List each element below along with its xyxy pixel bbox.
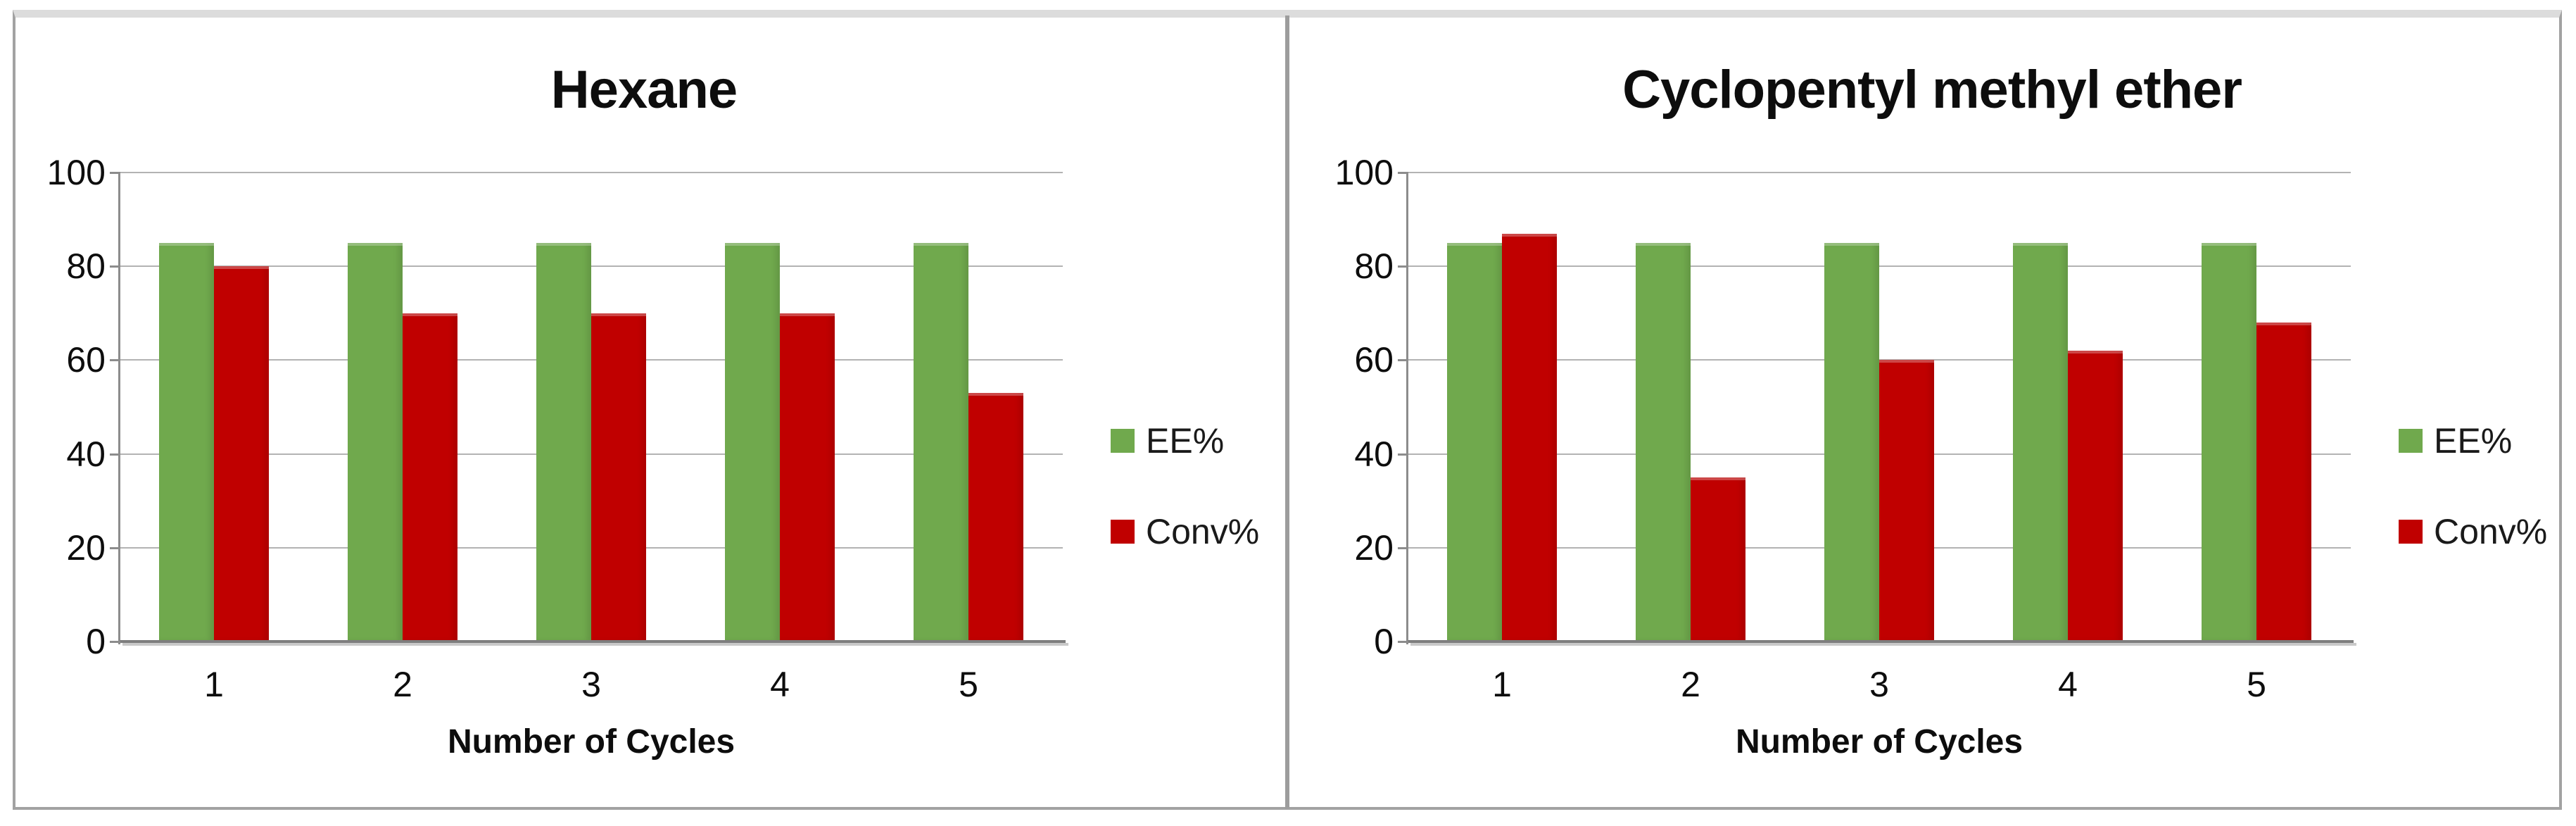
bar-conv-cycle-4 (780, 313, 835, 642)
bar-ee-cycle-5 (914, 242, 968, 642)
x-axis-tick-label: 3 (1869, 665, 1889, 704)
y-axis-tick-mark (1398, 641, 1408, 643)
bar-ee-cycle-4 (725, 242, 780, 642)
y-axis-tick-mark (1398, 453, 1408, 456)
ee-legend-swatch-icon (2399, 429, 2423, 453)
y-axis-tick-label: 60 (1354, 340, 1394, 380)
legend-label: EE% (1146, 421, 1225, 461)
y-axis-tick-mark (110, 359, 120, 362)
bar-ee-cycle-3 (536, 242, 591, 642)
y-axis-tick-mark (110, 641, 120, 643)
x-axis-tick-label: 2 (393, 665, 412, 704)
y-axis-tick-mark (1398, 172, 1408, 174)
conv-legend-swatch-icon (2399, 520, 2423, 544)
panel-divider (1285, 15, 1289, 808)
chart-title: Cyclopentyl methyl ether (1622, 60, 2242, 120)
y-axis-tick-mark (110, 265, 120, 268)
gridline (120, 265, 1063, 268)
y-axis-tick-label: 60 (66, 340, 106, 380)
plot-area (120, 172, 1063, 642)
y-axis-line (1406, 173, 1408, 644)
bar-ee-cycle-1 (1447, 242, 1502, 642)
x-axis-tick-label: 4 (2058, 665, 2078, 704)
legend-label: Conv% (1146, 512, 1260, 551)
x-axis-tick-label: 3 (581, 665, 601, 704)
legend-item-ee: EE% (1111, 421, 1224, 461)
y-axis-tick-label: 20 (66, 527, 106, 568)
y-axis-tick-mark (1398, 546, 1408, 549)
legend-item-conv: Conv% (2399, 512, 2547, 551)
x-axis-tick-label: 2 (1681, 665, 1700, 704)
y-axis-tick-label: 100 (1334, 153, 1394, 192)
x-axis-tick-label: 4 (770, 665, 790, 704)
y-axis-tick-label: 40 (1354, 434, 1394, 474)
gridline (1408, 172, 2351, 173)
y-axis-tick-label: 80 (66, 246, 106, 287)
x-axis-line (120, 640, 1066, 643)
chart-title: Hexane (550, 60, 738, 120)
x-axis-shadow (1410, 643, 2356, 646)
bar-ee-cycle-2 (348, 242, 403, 642)
y-axis-tick-mark (110, 546, 120, 549)
bar-conv-cycle-1 (214, 266, 269, 642)
bar-conv-cycle-2 (403, 313, 457, 642)
y-axis-tick-mark (110, 172, 120, 174)
gridline (120, 172, 1063, 173)
y-axis-tick-mark (110, 453, 120, 456)
legend: EE% Conv% (2399, 0, 2575, 826)
bar-ee-cycle-1 (159, 242, 214, 642)
y-axis-tick-mark (1398, 359, 1408, 362)
x-axis-tick-label: 1 (1492, 665, 1512, 704)
bar-conv-cycle-5 (2256, 323, 2311, 642)
x-axis-title: Number of Cycles (1735, 723, 2023, 761)
legend-label: Conv% (2434, 512, 2548, 551)
x-axis-line (1408, 640, 2354, 643)
bar-conv-cycle-5 (968, 393, 1023, 642)
legend-label: EE% (2434, 421, 2513, 461)
bar-ee-cycle-3 (1824, 242, 1879, 642)
bar-conv-cycle-1 (1502, 233, 1557, 642)
bar-ee-cycle-5 (2202, 242, 2256, 642)
bar-conv-cycle-3 (1879, 360, 1934, 642)
y-axis-tick-label: 20 (1354, 527, 1394, 568)
bar-conv-cycle-4 (2068, 351, 2123, 642)
y-axis-tick-label: 80 (1354, 246, 1394, 287)
y-axis-tick-mark (1398, 265, 1408, 268)
y-axis-tick-label: 40 (66, 434, 106, 474)
conv-legend-swatch-icon (1111, 520, 1135, 544)
x-axis-tick-label: 5 (959, 665, 978, 704)
legend: EE% Conv% (1111, 0, 1287, 826)
chart-panel-cpme: Cyclopentyl methyl ether Number of Cycle… (1288, 0, 2576, 826)
x-axis-title: Number of Cycles (447, 723, 735, 761)
legend-item-ee: EE% (2399, 421, 2512, 461)
y-axis-tick-label: 0 (1374, 622, 1394, 661)
bar-conv-cycle-3 (591, 313, 646, 642)
chart-panel-hexane: Hexane Number of Cycles EE% Conv% 0 20 40 6… (46, 0, 1287, 826)
gridline (1408, 265, 2351, 268)
y-axis-tick-label: 0 (86, 622, 106, 661)
x-axis-tick-label: 5 (2247, 665, 2266, 704)
x-axis-shadow (122, 643, 1068, 646)
legend-item-conv: Conv% (1111, 512, 1259, 551)
y-axis-line (118, 173, 120, 644)
x-axis-tick-label: 1 (204, 665, 224, 704)
ee-legend-swatch-icon (1111, 429, 1135, 453)
bar-ee-cycle-2 (1636, 242, 1691, 642)
bar-conv-cycle-2 (1691, 477, 1745, 642)
y-axis-tick-label: 100 (46, 153, 106, 192)
plot-area (1408, 172, 2351, 642)
bar-ee-cycle-4 (2013, 242, 2068, 642)
figure-border (13, 10, 2562, 810)
